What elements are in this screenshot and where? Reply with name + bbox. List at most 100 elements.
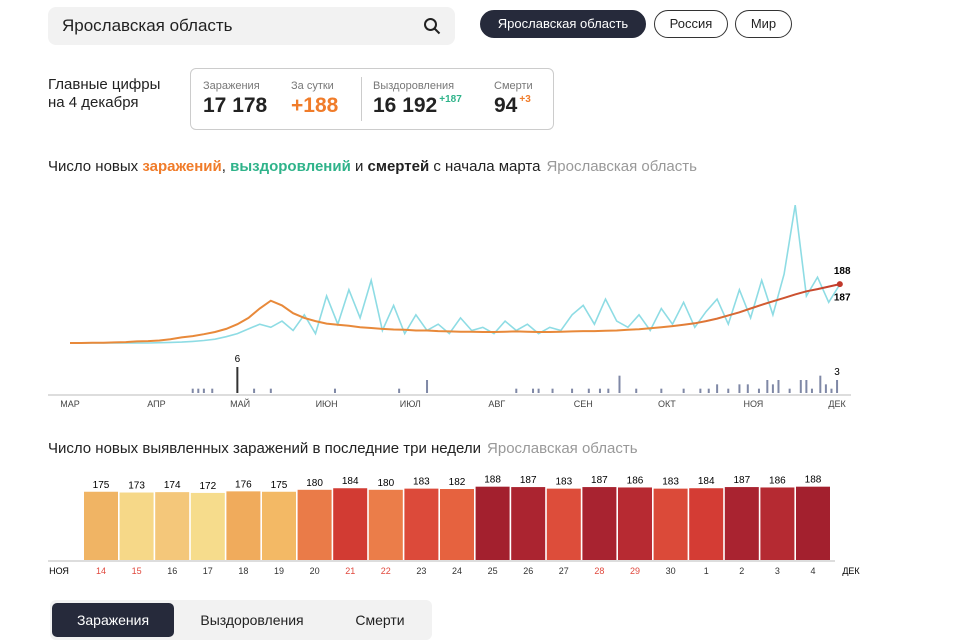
stat-value: 94 +3 [494,94,531,118]
death-bar [771,384,774,393]
bar [582,487,617,560]
death-bar [824,384,827,393]
bar-label: 173 [128,481,145,492]
death-bar [836,380,839,393]
death-bar [757,388,760,393]
region-button[interactable]: Мир [735,10,792,38]
death-bar [333,388,336,393]
search-icon[interactable] [423,17,441,35]
x-tick-label: 23 [416,566,426,576]
bar-label: 180 [377,478,394,489]
x-tick-label: 22 [381,566,391,576]
stat-value: +188 [291,94,339,117]
death-bar [810,388,813,393]
chart-subtitle: Ярославская область [487,440,638,457]
stat-value: 17 178 [203,94,268,117]
chart-title: Число новых заражений, выздоровлений и с… [48,158,697,175]
chart-subtitle: Ярославская область [546,158,697,175]
bar [262,491,296,560]
bar [546,488,581,560]
death-bar [197,388,200,393]
tab[interactable]: Смерти [355,612,405,628]
death-bar [537,388,540,393]
bar-label: 172 [199,481,216,492]
death-bar [515,388,518,393]
death-bar [716,384,719,393]
bar-label: 6 [235,354,241,365]
stat-label: Заражения [203,80,260,92]
death-bar [799,380,802,393]
bar [724,487,759,560]
death-bar [607,388,610,393]
x-tick-label: 16 [167,566,177,576]
bar-label: 174 [164,480,181,491]
tab[interactable]: Выздоровления [200,612,304,628]
death-bar [660,388,663,393]
death-bar [819,375,822,393]
title-part: и [350,158,368,175]
search-box[interactable]: Ярославская область [48,7,455,45]
stat-label: Выздоровления [373,80,455,92]
bar-label: 186 [627,475,644,486]
search-query: Ярославская область [62,16,233,35]
bar [155,492,190,560]
bar [119,492,154,560]
stat-label: За сутки [291,80,334,92]
stat-value: 16 192 +187 [373,94,462,118]
x-tick-label: 18 [238,566,248,576]
region-button[interactable]: Россия [654,10,728,38]
heading-line: Главные цифры [48,76,161,93]
bar [226,491,261,560]
death-bar [682,388,685,393]
end-label: 187 [834,292,851,303]
bar [689,488,724,560]
title-part: смертей [367,158,430,175]
bar [653,488,688,560]
tab[interactable]: Заражения [52,603,174,637]
death-bar [699,388,702,393]
x-tick-label: 26 [523,566,533,576]
series-line [70,204,841,344]
x-tick-label: АВГ [488,399,505,409]
bar-label: 180 [306,478,323,489]
x-tick-label: ИЮЛ [400,399,421,409]
tab-bar: Заражения Выздоровления Смерти [50,600,432,640]
bar-label: 183 [555,477,572,488]
x-tick-label: ОКТ [658,399,676,409]
bar-label: 3 [834,367,840,378]
bar [84,491,118,560]
death-bar [551,388,554,393]
death-bar [426,380,429,393]
bar [297,489,332,560]
bar-label: 188 [805,475,822,486]
death-bar [236,367,239,393]
x-tick-label: ДЕК [828,399,846,409]
death-bar [777,380,780,393]
death-bar [618,375,621,393]
bar-label: 186 [769,475,786,486]
delta: +187 [439,94,462,105]
x-tick-label: 20 [310,566,320,576]
x-tick-label: 19 [274,566,284,576]
death-bar [211,388,214,393]
bar [511,487,546,560]
region-button[interactable]: Ярославская область [480,10,646,38]
title-part: , [221,158,231,175]
x-tick-label: 4 [810,566,815,576]
bar [368,489,403,560]
death-bar [191,388,194,393]
end-point [836,281,843,288]
bar-label: 175 [93,480,110,491]
x-tick-label: 14 [96,566,106,576]
death-bar [202,388,205,393]
separator [361,77,362,121]
x-tick-label: МАЙ [230,398,250,409]
bar-label: 188 [484,475,501,486]
death-bar [532,388,535,393]
summary-heading: Главные цифры на 4 декабря [48,76,160,112]
death-bar [805,380,808,393]
death-bar [635,388,638,393]
bar [404,488,439,560]
